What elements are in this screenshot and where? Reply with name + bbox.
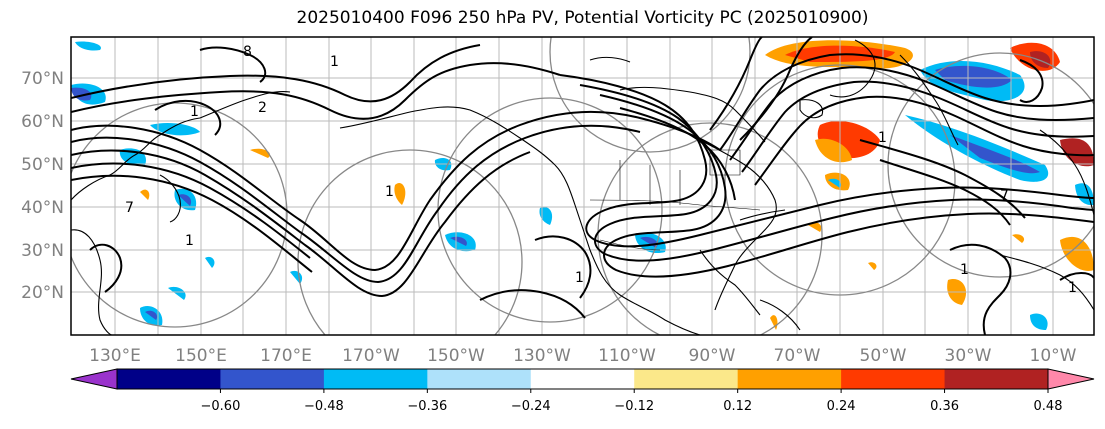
lat-label: 20°N [21,283,64,303]
positive-anomaly-patch [1030,51,1051,68]
lat-lon-grid [71,37,1094,335]
colorbar-extend-low [70,368,118,390]
positive-anomaly-patch [394,182,406,205]
negative-anomaly-patch [1030,313,1048,330]
lon-label: 130°W [513,346,571,366]
coastlines [71,39,1094,335]
colorbar-tick-label: −0.24 [511,399,551,414]
colorbar-segment [427,369,532,389]
lat-label: 70°N [21,69,64,89]
positive-anomaly-patch [1060,236,1094,271]
colorbar-segment [944,369,1049,389]
colorbar-tick-label: −0.12 [614,399,654,414]
colorbar-segment [220,369,325,389]
contour-label: 1 [878,130,887,146]
lon-label: 150°W [427,346,485,366]
contour-label: 1 [960,262,969,278]
contour-label: 8 [243,44,252,60]
negative-anomaly-patch [539,206,553,225]
colorbar-extend-high [1047,368,1095,390]
negative-anomaly-patch [828,178,842,188]
latitude-labels: 70°N 60°N 50°N 40°N 30°N 20°N [21,69,64,303]
colorbar-tick-label: −0.36 [407,399,447,414]
lon-label: 90°W [689,346,736,366]
lon-label: 170°E [260,346,312,366]
colorbar-tick-label: −0.48 [304,399,344,414]
map-background [71,37,1094,335]
negative-anomaly-patch [205,256,215,268]
contour-label: 1 [330,54,339,70]
map-title: 2025010400 F096 250 hPa PV, Potential Vo… [296,8,869,28]
longitude-labels: 130°E 150°E 170°E 170°W 150°W 130°W 110°… [89,346,1077,366]
colorbar-tick-labels: −0.60 −0.48 −0.36 −0.24 −0.12 0.12 0.24 0.36 0.4… [201,399,1063,414]
negative-anomaly-patch [935,65,1012,88]
pv-contours [71,37,1094,335]
lon-label: 30°W [945,346,992,366]
positive-anomaly-patch [815,138,852,163]
lat-label: 40°N [21,198,64,218]
negative-anomaly-patch [150,122,200,136]
negative-anomaly-patch [75,41,101,51]
lon-label: 150°E [175,346,227,366]
positive-anomaly-patch [250,148,270,158]
lon-label: 130°E [89,346,141,366]
contour-label: 1 [1068,280,1077,296]
lon-label: 110°W [598,346,656,366]
range-circles [71,37,1094,335]
colorbar-segment [737,369,842,389]
colorbar-tick-label: 0.12 [723,399,752,414]
positive-anomaly-patch [1060,138,1094,167]
colorbar-tick-label: 0.24 [827,399,856,414]
colorbar-segment [117,369,221,389]
contour-label: 7 [1000,188,1009,204]
lon-label: 170°W [342,346,400,366]
contour-labels: 1 1 2 8 7 1 1 1 1 7 1 1 [125,44,1077,296]
lon-label: 70°W [774,346,821,366]
colorbar-segment [530,369,635,389]
negative-anomaly-patch [168,286,186,300]
lon-label: 10°W [1030,346,1077,366]
positive-anomaly-patch [808,222,822,232]
lon-label: 50°W [860,346,907,366]
contour-label: 1 [190,104,199,120]
positive-anomaly-patch [868,262,877,270]
contour-label: 1 [385,184,394,200]
negative-anomaly-patch [450,236,467,246]
contour-label: 2 [258,100,267,116]
colorbar-tick-label: 0.36 [930,399,959,414]
lat-label: 60°N [21,112,64,132]
colorbar-tick-label: −0.60 [201,399,241,414]
colorbar [70,368,1095,393]
colorbar-outline [116,368,1049,390]
map-frame [70,36,1095,336]
contour-label: 1 [185,233,194,249]
positive-anomaly-patch [140,189,150,200]
colorbar-segment [634,369,739,389]
colorbar-segment [841,369,946,389]
contour-label: 1 [575,270,584,286]
negative-anomaly-patch [145,310,158,320]
lat-label: 50°N [21,155,64,175]
positive-anomaly-patch [1012,234,1025,243]
colorbar-tick-label: 0.48 [1034,399,1063,414]
colorbar-segment [323,369,428,389]
lat-label: 30°N [21,241,64,261]
negative-anomaly-patch [178,194,192,206]
contour-label: 7 [125,200,134,216]
